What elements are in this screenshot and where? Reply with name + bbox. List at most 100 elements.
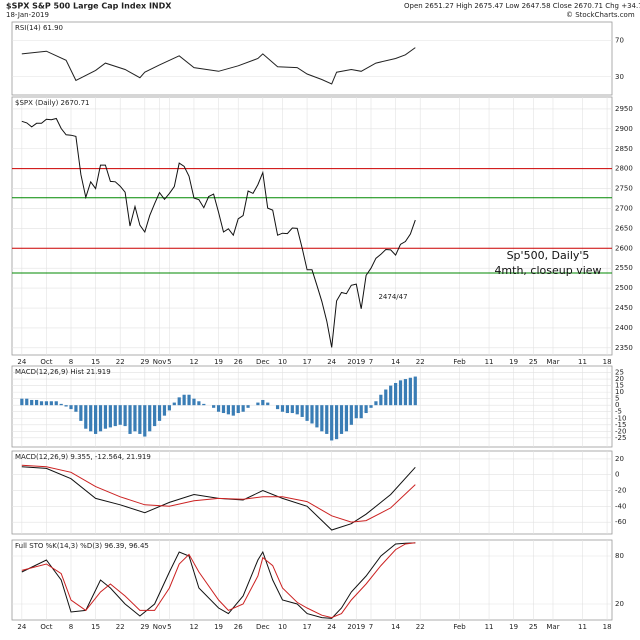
bar — [202, 403, 206, 406]
bar — [285, 405, 290, 414]
x-tick-label: 7 — [369, 623, 373, 631]
annotation: Sp'500, Daily'5 — [507, 249, 590, 262]
panel — [11, 96, 613, 356]
bar — [221, 405, 226, 414]
bar — [94, 405, 98, 434]
bar — [275, 405, 280, 410]
y-tick-label: 2550 — [615, 264, 633, 272]
x-tick-label: 11 — [485, 358, 494, 366]
x-tick-label: 25 — [529, 358, 538, 366]
y-tick-label: 2700 — [615, 204, 633, 212]
bar — [295, 405, 299, 415]
bar — [128, 405, 132, 434]
x-tick-label: 12 — [190, 623, 199, 631]
bar — [310, 405, 314, 424]
bar — [74, 405, 78, 412]
x-tick-label: 11 — [485, 623, 494, 631]
bar — [25, 398, 29, 406]
panel-title: Full STO %K(14,3) %D(3) 96.39, 96.45 — [15, 542, 149, 550]
y-tick-label: -25 — [615, 434, 626, 442]
annotation: 4mth, closeup view — [494, 264, 601, 277]
x-tick-label: 19 — [509, 623, 518, 631]
x-tick-label: Feb — [453, 623, 466, 631]
x-tick-label: 19 — [214, 358, 223, 366]
bar — [187, 394, 191, 406]
x-tick-label: Dec — [256, 358, 270, 366]
x-tick-label: Mar — [546, 623, 559, 631]
bar — [108, 405, 112, 428]
bar — [167, 405, 171, 411]
x-tick-label: 2019 — [347, 358, 365, 366]
bar — [315, 405, 319, 428]
y-tick-label: -40 — [615, 502, 626, 510]
x-tick-label: 11 — [578, 358, 587, 366]
panel — [11, 450, 613, 535]
bar — [330, 405, 334, 441]
bar — [39, 401, 44, 406]
x-tick-label: Nov — [153, 358, 167, 366]
x-tick-label: 29 — [140, 623, 149, 631]
x-tick-label: 5 — [167, 623, 171, 631]
x-tick-label: 25 — [529, 623, 538, 631]
x-tick-label: 24 — [17, 358, 26, 366]
bar — [379, 394, 383, 406]
bar — [280, 405, 285, 412]
bar — [226, 405, 230, 415]
x-tick-label: 8 — [69, 358, 73, 366]
y-tick-label: 2500 — [615, 284, 633, 292]
bar — [384, 389, 388, 406]
x-tick-label: 17 — [303, 623, 312, 631]
x-tick-label: 22 — [116, 623, 125, 631]
y-tick-label: 30 — [615, 73, 624, 81]
x-tick-label: 14 — [391, 358, 400, 366]
x-tick-label: Dec — [256, 623, 270, 631]
bar — [44, 401, 49, 406]
x-tick-label: 19 — [214, 623, 223, 631]
x-tick-label: Oct — [40, 358, 52, 366]
y-tick-label: 0 — [615, 471, 619, 479]
bar — [246, 405, 250, 408]
bar — [54, 401, 58, 406]
x-tick-label: 24 — [327, 358, 336, 366]
bar — [339, 405, 344, 434]
x-tick-label: 18 — [603, 358, 612, 366]
bar — [413, 376, 417, 406]
bar — [138, 405, 142, 434]
y-tick-label: 70 — [615, 36, 624, 44]
panel — [11, 539, 613, 621]
bar — [123, 405, 127, 427]
bar — [236, 405, 240, 414]
y-tick-label: -60 — [615, 518, 626, 526]
bar — [241, 405, 245, 412]
x-tick-label: 15 — [91, 623, 100, 631]
bar — [408, 377, 412, 406]
y-tick-label: -15 — [615, 421, 626, 429]
bar — [197, 401, 201, 406]
x-tick-label: 15 — [91, 358, 100, 366]
x-tick-label: Feb — [453, 358, 466, 366]
x-tick-label: 22 — [116, 358, 125, 366]
panel-title: MACD(12,26,9) 9.355, -12.564, 21.919 — [15, 453, 151, 461]
x-tick-label: 24 — [17, 623, 26, 631]
bar — [143, 405, 147, 437]
series-line — [21, 47, 416, 85]
bar — [64, 405, 68, 407]
y-tick-label: -20 — [615, 487, 626, 495]
y-tick-label: 2450 — [615, 304, 633, 312]
bar — [34, 399, 39, 406]
bar — [389, 385, 393, 406]
bar — [364, 405, 368, 414]
bar — [113, 405, 117, 427]
x-tick-label: 11 — [578, 623, 587, 631]
bar — [266, 402, 270, 406]
y-tick-label: 20 — [615, 375, 624, 383]
bar — [256, 402, 260, 406]
bar — [98, 405, 103, 432]
bar — [148, 405, 152, 432]
y-tick-label: 2350 — [615, 344, 633, 352]
bar — [30, 399, 34, 406]
bar — [325, 405, 329, 434]
bar — [394, 382, 398, 406]
bar — [305, 405, 309, 421]
